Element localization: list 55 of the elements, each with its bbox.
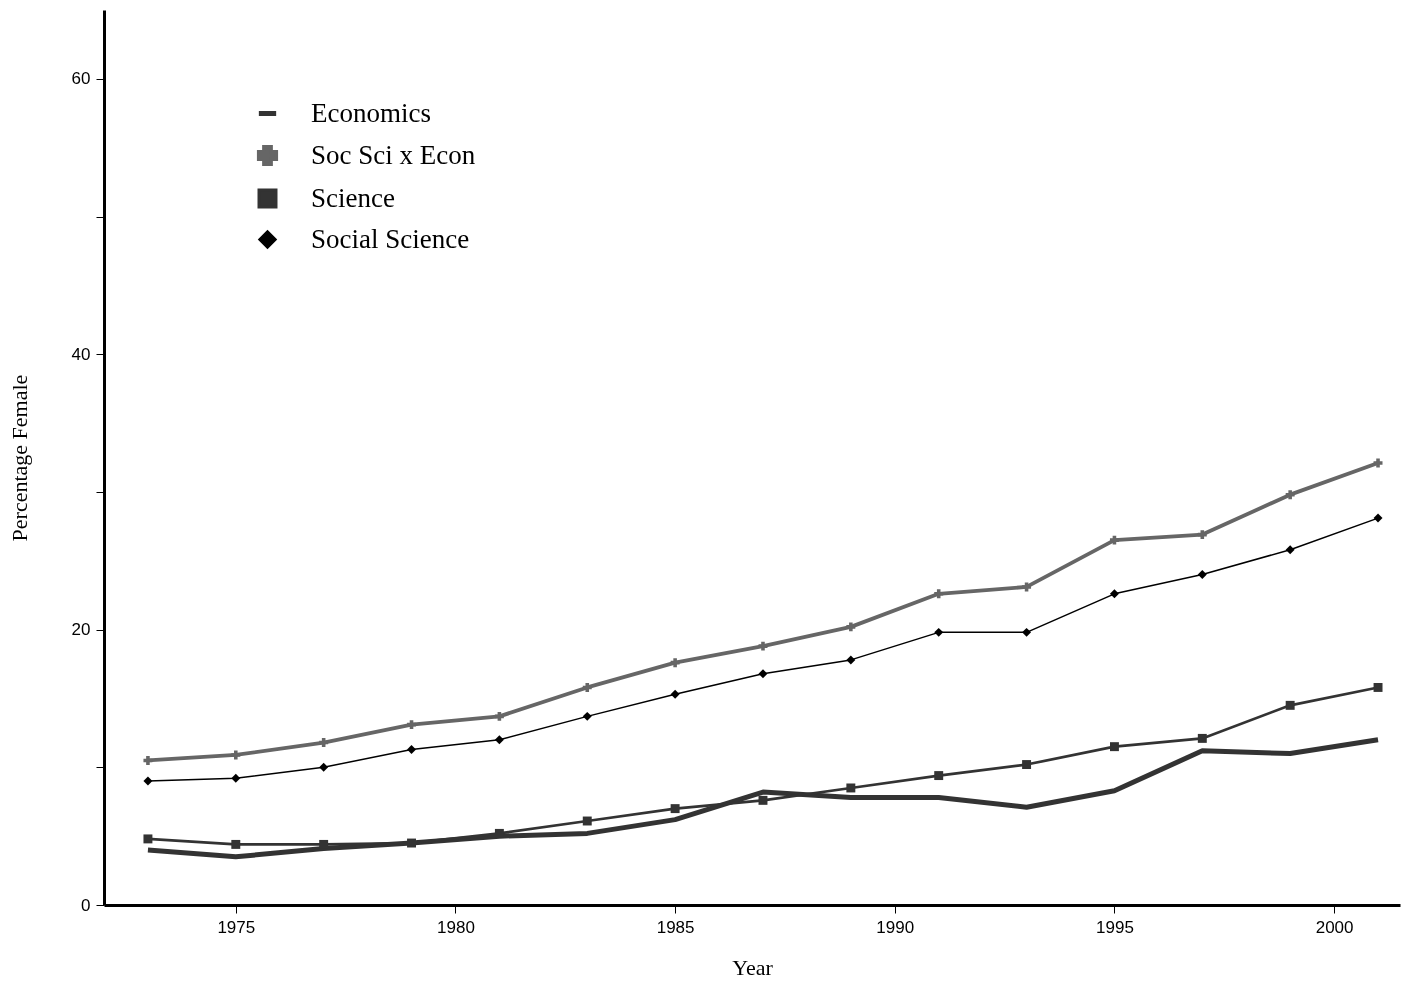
y-tick-label: 40 (71, 344, 91, 364)
point (1109, 742, 1119, 752)
x-tick-label: 1980 (437, 917, 475, 937)
point (1373, 513, 1383, 523)
x-tick-label: 1985 (656, 917, 695, 937)
x-tick-label: 1995 (1096, 917, 1134, 937)
point (1022, 627, 1032, 637)
legend-label: Soc Sci x Econ (311, 139, 476, 170)
point (1285, 545, 1295, 555)
x-tick-label: 2000 (1315, 917, 1354, 937)
legend-label: Social Science (311, 223, 470, 254)
point (1197, 570, 1207, 580)
point (1285, 700, 1295, 710)
point (758, 795, 768, 805)
point (582, 816, 592, 826)
x-tick-label: 1990 (876, 917, 915, 937)
y-tick-label: 20 (71, 620, 91, 640)
point (319, 762, 329, 772)
point (1109, 535, 1119, 545)
point (1022, 760, 1032, 770)
point (670, 689, 680, 699)
point (143, 755, 153, 765)
point (582, 682, 592, 692)
y-axis-title: Percentage Female (6, 374, 32, 542)
point (670, 658, 680, 668)
point (143, 834, 153, 844)
point (407, 744, 416, 754)
point (494, 735, 504, 745)
point (231, 750, 241, 760)
point (1022, 582, 1032, 592)
point (1197, 733, 1207, 743)
point (758, 669, 768, 679)
point (407, 838, 416, 848)
legend-label: Science (311, 182, 395, 213)
point (231, 839, 241, 849)
point (1373, 682, 1383, 692)
point (1109, 589, 1119, 599)
point (143, 776, 153, 786)
point (758, 641, 768, 651)
point (1373, 458, 1383, 468)
y-tick-label: 60 (71, 69, 91, 89)
point (670, 804, 680, 814)
point (846, 655, 856, 665)
x-axis-title: Year (732, 954, 774, 980)
point (231, 773, 241, 783)
point (846, 783, 856, 793)
point (934, 589, 944, 599)
x-tick-label: 1975 (217, 917, 256, 937)
y-tick-label: 0 (81, 895, 91, 915)
point (934, 771, 944, 781)
legend-label: Economics (311, 97, 431, 128)
point (934, 627, 944, 637)
point (582, 711, 592, 721)
point (1285, 490, 1295, 500)
point (846, 622, 856, 632)
